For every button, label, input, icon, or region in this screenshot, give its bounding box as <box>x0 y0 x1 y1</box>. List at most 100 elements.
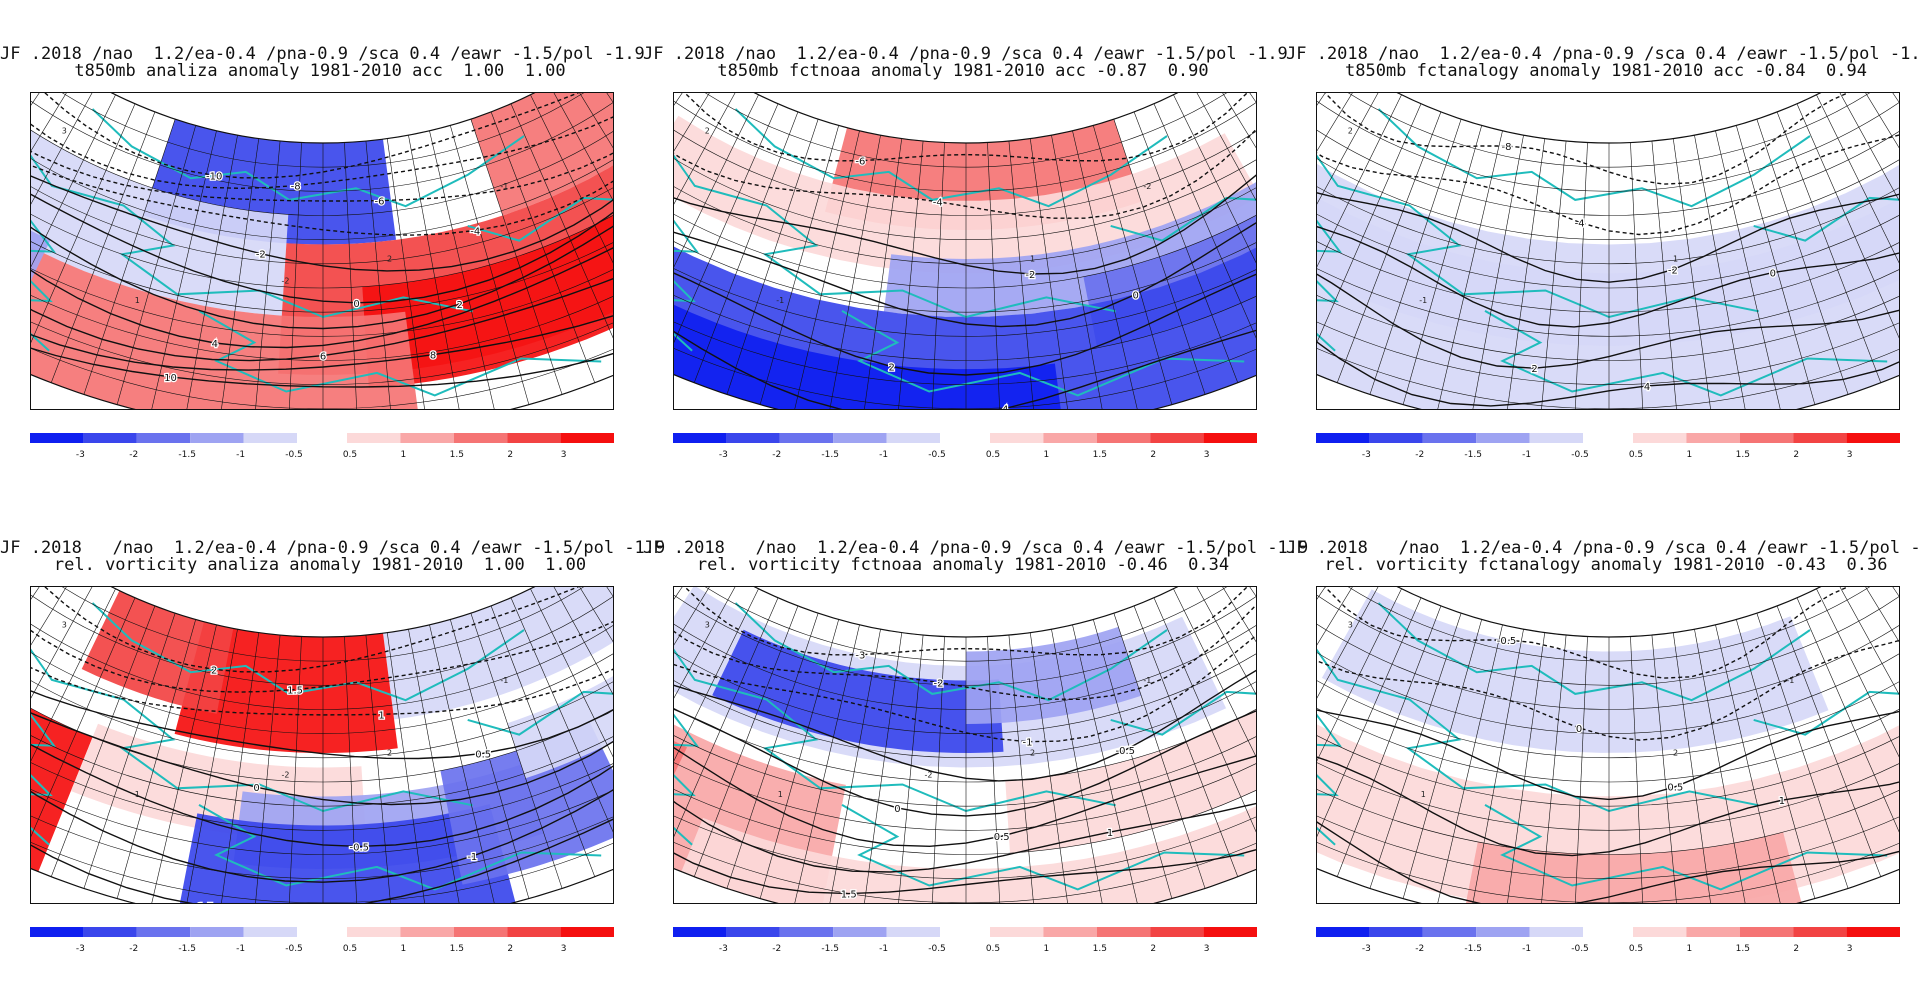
legend-canvas: -3 -2 -1.5 -1 -0.5 0.5 1 1.5 2 3 <box>30 927 614 954</box>
sector-outline <box>674 587 1256 903</box>
panel-title-line1: JF .2018 /nao 1.2/ea-0.4 /pna-0.9 /sca 0… <box>0 44 645 64</box>
legend-label: -1.5 <box>1464 450 1482 460</box>
legend-label: 1.5 <box>1736 450 1750 460</box>
anomaly-shading <box>507 637 613 779</box>
field-value-label: 2 <box>387 255 392 264</box>
legend-label: 3 <box>561 450 567 460</box>
contour-label: 1.5 <box>841 890 857 901</box>
legend-swatch <box>1476 433 1530 443</box>
coastline <box>1753 690 1899 738</box>
legend-swatch <box>1203 433 1257 443</box>
panel-vorticity-fctanalogy: JF .2018 /nao 1.2/ea-0.4 /pna-0.9 /sca 0… <box>1286 494 1920 988</box>
contour-label: 0.5 <box>994 832 1010 843</box>
anomaly-shading <box>362 188 613 388</box>
field-value-label: 1 <box>1421 790 1426 799</box>
legend-label: 3 <box>1204 450 1210 460</box>
panel-title-line2: t850mb fctnoaa anomaly 1981-2010 acc -0.… <box>717 61 1209 81</box>
legend-swatch <box>190 927 244 937</box>
contour-label: 4 <box>1002 404 1008 410</box>
legend-label: 0.5 <box>343 450 357 460</box>
legend-label: -3 <box>1362 450 1371 460</box>
legend-label: -2 <box>129 450 138 460</box>
coastline <box>674 702 699 846</box>
legend-label: 2 <box>507 944 513 954</box>
isolines <box>1317 93 1899 407</box>
legend-canvas: -3 -2 -1.5 -1 -0.5 0.5 1 1.5 2 3 <box>1316 927 1900 954</box>
legend-swatch <box>1422 927 1477 937</box>
legend-swatch <box>1846 927 1900 937</box>
field-value-label: 2 <box>705 126 710 135</box>
legend-label: 2 <box>1793 450 1799 460</box>
legend-swatch <box>1686 927 1740 937</box>
contour-label: -6 <box>855 157 865 168</box>
sector-field: -10 -8 -6 -4 -2 0 2 4 6 8 10 3 2 1 -1 -2 <box>31 93 613 409</box>
contour-label: 6 <box>320 352 326 363</box>
coastline <box>1753 196 1899 244</box>
legend-swatch <box>673 927 727 937</box>
contour-label: 2 <box>456 300 462 311</box>
sector-field: -3 -2 -1 -0.5 0 0.5 1 1.5 3 2 1 -1 -2 <box>674 587 1256 903</box>
legend-swatch <box>886 927 940 937</box>
legend-label: 3 <box>1847 450 1853 460</box>
legend-swatch <box>1739 927 1794 937</box>
color-legend: -3 -2 -1.5 -1 -0.5 0.5 1 1.5 2 3 <box>1316 433 1900 463</box>
field-value-label: 3 <box>705 620 710 629</box>
anomaly-shading <box>1321 589 1829 753</box>
panel-title-line2: rel. vorticity fctanalogy anomaly 1981-2… <box>1324 555 1888 575</box>
field-value-label: 3 <box>1348 620 1353 629</box>
sector-outline <box>674 93 1256 409</box>
anomaly-shading <box>674 115 1256 274</box>
map-canvas: -3 -2 -1 -0.5 0 0.5 1 1.5 3 2 1 -1 -2 <box>674 587 1256 903</box>
coastline <box>467 690 613 738</box>
field-value-label: 2 <box>1030 749 1035 758</box>
contour-label: -2 <box>1668 266 1678 277</box>
coastline <box>1484 310 1888 397</box>
contour-label: -6 <box>374 197 384 208</box>
contour-label: -3 <box>855 651 865 662</box>
coastline <box>1317 702 1342 846</box>
coastline <box>1484 804 1888 891</box>
sector-field: -6 -4 -2 0 2 4 2 1 -1 -2 <box>674 93 1256 410</box>
legend-canvas: -3 -2 -1.5 -1 -0.5 0.5 1 1.5 2 3 <box>673 433 1257 460</box>
sector-outline <box>1317 93 1899 409</box>
legend-swatch <box>400 927 454 937</box>
legend-swatch <box>347 927 401 937</box>
legend-label: 2 <box>507 450 513 460</box>
legend-label: 1 <box>1687 450 1693 460</box>
anomaly-shading <box>383 587 613 720</box>
legend-label: -1.5 <box>178 944 196 954</box>
legend-swatch <box>1686 433 1740 443</box>
contour-label: 1 <box>1107 828 1113 839</box>
anomaly-shading <box>470 93 613 216</box>
legend-label: -3 <box>76 450 85 460</box>
field-value-label: -1 <box>776 296 784 305</box>
field-value-label: 2 <box>387 749 392 758</box>
sector-outline <box>1317 587 1899 903</box>
anomaly-map: -6 -4 -2 0 2 4 2 1 -1 -2 <box>673 92 1257 410</box>
legend-label: -0.5 <box>285 450 303 460</box>
map-canvas: -10 -8 -6 -4 -2 0 2 4 6 8 10 3 2 1 -1 -2 <box>31 93 613 409</box>
lat-lon-grid <box>1317 93 1899 409</box>
contour-label: 2 <box>1531 364 1537 375</box>
legend-swatch <box>990 927 1044 937</box>
legend-label: 0.5 <box>1629 450 1643 460</box>
anomaly-shading <box>712 629 1004 753</box>
contour-label: 1 <box>378 710 384 721</box>
legend-swatch <box>1529 927 1583 937</box>
coastline <box>1317 633 1759 813</box>
panel-title-line2: t850mb analiza anomaly 1981-2010 acc 1.0… <box>74 61 566 81</box>
contour-label: 0.5 <box>475 749 491 760</box>
legend-swatch <box>1422 433 1477 443</box>
coastline <box>674 139 1116 319</box>
map-canvas: -6 -4 -2 0 2 4 2 1 -1 -2 <box>674 93 1256 410</box>
legend-swatch <box>1150 433 1204 443</box>
legend-label: 3 <box>1204 944 1210 954</box>
anomaly-shading <box>966 626 1142 724</box>
legend-swatch <box>726 433 780 443</box>
panel-t850-analiza: JF .2018 /nao 1.2/ea-0.4 /pna-0.9 /sca 0… <box>0 0 645 494</box>
legend-swatch <box>1476 927 1530 937</box>
legend-label: 1 <box>1044 450 1050 460</box>
legend-swatch <box>779 433 834 443</box>
legend-label: 2 <box>1793 944 1799 954</box>
